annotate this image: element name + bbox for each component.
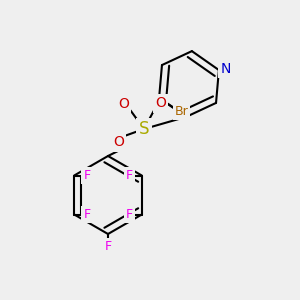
- Text: O: O: [118, 97, 129, 111]
- Text: Br: Br: [175, 105, 188, 118]
- Text: F: F: [126, 169, 133, 182]
- Text: F: F: [83, 169, 90, 182]
- Text: O: O: [155, 97, 166, 110]
- Text: N: N: [220, 61, 231, 76]
- Text: S: S: [139, 120, 149, 138]
- Text: O: O: [113, 136, 124, 149]
- Text: F: F: [126, 208, 133, 221]
- Text: F: F: [83, 208, 90, 221]
- Text: F: F: [104, 240, 112, 253]
